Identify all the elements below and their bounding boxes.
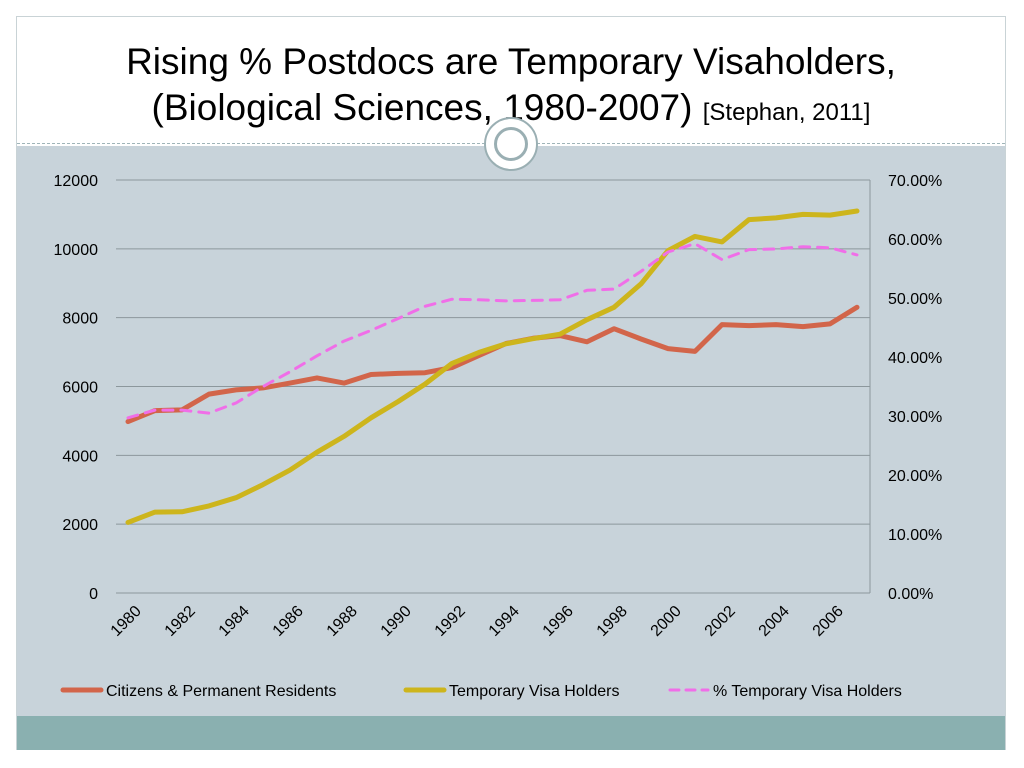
legend: Citizens & Permanent Residents Temporary … (60, 683, 902, 700)
title-line-2-text: (Biological Sciences, 1980-2007) (151, 87, 693, 128)
title-line-2: (Biological Sciences, 1980-2007) [Stepha… (16, 86, 1006, 135)
y-tick-label-right: 40.00% (888, 350, 942, 367)
footer-band (17, 716, 1005, 750)
legend-label: Temporary Visa Holders (449, 683, 619, 700)
y-tick-label-left: 4000 (62, 448, 98, 465)
x-tick-label: 1982 (162, 603, 199, 640)
series-line-2 (125, 208, 860, 525)
x-tick-label: 1980 (108, 603, 145, 640)
y-tick-label-right: 30.00% (888, 409, 942, 426)
y-tick-label-right: 10.00% (888, 527, 942, 544)
circle-ornament-inner (494, 127, 528, 161)
y-tick-label-right: 20.00% (888, 468, 942, 485)
series-line-1 (125, 304, 860, 425)
y-tick-label-left: 10000 (54, 242, 99, 259)
x-tick-label: 1988 (324, 603, 361, 640)
x-tick-label: 1994 (486, 603, 523, 640)
x-tick-label: 1992 (432, 603, 469, 640)
legend-label: Citizens & Permanent Residents (106, 683, 336, 700)
x-tick-label: 2006 (810, 603, 847, 640)
y-tick-label-right: 70.00% (888, 173, 942, 190)
x-tick-label: 2000 (648, 603, 685, 640)
legend-label: % Temporary Visa Holders (713, 683, 902, 700)
y-tick-label-right: 50.00% (888, 291, 942, 308)
y-tick-label-left: 0 (89, 586, 98, 603)
gridlines (116, 179, 871, 594)
y-tick-label-right: 0.00% (888, 586, 933, 603)
y-tick-label-left: 6000 (62, 380, 98, 397)
citation: [Stephan, 2011] (702, 99, 871, 126)
chart-panel (17, 146, 1005, 716)
x-tick-label: 1984 (216, 603, 253, 640)
x-tick-label: 1998 (594, 603, 631, 640)
slide-title: Rising % Postdocs are Temporary Visahold… (16, 16, 1006, 144)
y-tick-label-right: 60.00% (888, 232, 942, 249)
x-tick-label: 1996 (540, 603, 577, 640)
y-tick-label-left: 12000 (54, 173, 99, 190)
y-tick-label-left: 8000 (62, 311, 98, 328)
x-tick-label: 2004 (756, 603, 793, 640)
series-line-3 (126, 242, 859, 420)
x-tick-label: 2002 (702, 603, 739, 640)
y-tick-label-left: 2000 (62, 517, 98, 534)
series-lines (125, 208, 860, 525)
title-line-1: Rising % Postdocs are Temporary Visahold… (126, 41, 896, 82)
x-tick-label: 1990 (378, 603, 415, 640)
x-tick-label: 1986 (270, 603, 307, 640)
circle-ornament-icon (484, 117, 538, 171)
